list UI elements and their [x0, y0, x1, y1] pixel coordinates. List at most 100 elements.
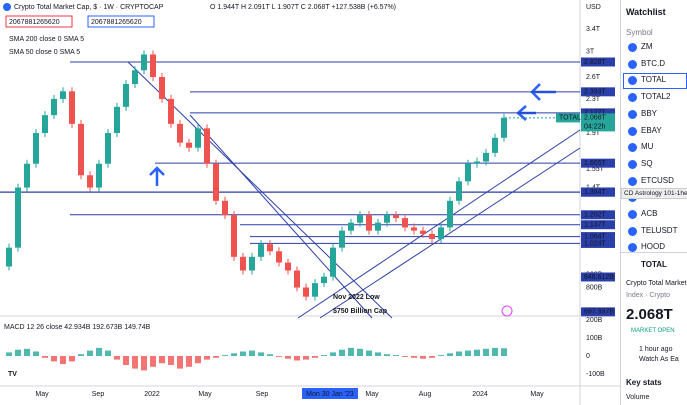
macd-tick-label: 200B — [586, 317, 603, 324]
price-tick-label: 1.55T — [586, 166, 605, 173]
candle — [402, 218, 408, 228]
candle — [438, 227, 444, 239]
macd-bar — [42, 356, 48, 358]
candle — [15, 187, 21, 248]
macd-bar — [132, 356, 138, 369]
candle — [375, 222, 381, 231]
macd-bar — [114, 356, 120, 360]
news-title: Watch As Ea — [639, 356, 679, 363]
symbol-row[interactable]: BBY — [641, 108, 658, 118]
symbol-icon — [628, 43, 637, 52]
macd-bar — [177, 356, 183, 369]
macd-bar — [60, 356, 66, 365]
macd-bar — [249, 350, 255, 356]
time-label: Aug — [419, 391, 432, 398]
volume: Volume — [626, 394, 650, 401]
macd-bar — [384, 354, 390, 356]
candle — [60, 91, 66, 99]
countdown: 04:22h — [584, 124, 606, 131]
symbol-row[interactable]: BTC.D — [641, 58, 665, 68]
macd-bar — [411, 356, 417, 358]
price-tick-label: 800B — [586, 284, 603, 291]
macd-tick-label: -100B — [586, 371, 605, 378]
symbol-row[interactable]: EBAY — [641, 125, 662, 135]
candle — [78, 123, 84, 176]
macd-bar — [492, 347, 498, 356]
detail-price: 2.068T — [626, 306, 673, 323]
symbol-icon — [628, 226, 637, 236]
candle — [231, 215, 237, 257]
macd-bar — [150, 356, 156, 367]
macd-bar — [195, 356, 201, 364]
chart-bg — [0, 0, 620, 405]
detail-category: Index · Crypto — [626, 292, 670, 299]
candle — [6, 247, 12, 267]
symbol-row[interactable]: HOOD — [641, 242, 665, 252]
price-tick-label: 2.3T — [586, 96, 601, 103]
macd-bar — [24, 348, 30, 356]
macd-bar — [141, 356, 147, 371]
price-tick-label: 1.9T — [586, 130, 601, 137]
indicator-label: SMA 200 close 0 SMA 5 — [9, 36, 84, 43]
detail-status: MARKET OPEN — [631, 328, 675, 334]
symbol-row[interactable]: TOTAL — [641, 75, 667, 85]
macd-bar — [438, 355, 444, 356]
macd-bar — [447, 353, 453, 356]
arrow — [149, 166, 165, 186]
candle — [24, 163, 30, 188]
candle — [474, 161, 480, 164]
macd-bar — [312, 356, 318, 358]
event-icon[interactable] — [501, 305, 513, 317]
symbol-icon — [628, 76, 637, 86]
candle — [456, 181, 462, 201]
key-stats: Key stats — [626, 378, 662, 387]
candle — [312, 283, 318, 297]
level-label: 697.997B — [584, 309, 614, 316]
candle — [420, 230, 426, 234]
candle — [186, 142, 192, 148]
candle — [483, 152, 489, 162]
candle — [177, 123, 183, 143]
candle — [348, 222, 354, 231]
time-label: May — [530, 391, 544, 398]
symbol-row[interactable]: TELUSDT — [641, 225, 678, 235]
macd-bar — [159, 356, 165, 364]
annotation: Nov 2022 Low — [333, 294, 380, 301]
macd-bar — [105, 350, 111, 356]
symbol-row[interactable]: MU — [641, 142, 654, 152]
input-box[interactable] — [87, 15, 155, 28]
detail-symbol: TOTAL — [641, 260, 667, 269]
candle — [204, 128, 210, 164]
candle — [330, 247, 336, 277]
symbol-row[interactable]: ACB — [641, 209, 658, 218]
level-box — [581, 108, 615, 118]
macd-bar — [87, 350, 93, 356]
panel-title: Watchlist — [626, 7, 666, 17]
level-label: 1.024T — [584, 240, 607, 247]
level-label: 848.612B — [584, 274, 614, 281]
currency: USD — [586, 4, 601, 11]
candle — [33, 133, 39, 164]
macd-bar — [321, 355, 327, 356]
time-highlight — [302, 388, 358, 399]
symbol-row[interactable]: ZM — [641, 42, 653, 51]
macd-bar — [33, 351, 39, 356]
time-label: 2024 — [472, 391, 488, 398]
input-box[interactable] — [5, 15, 73, 28]
macd-bar — [213, 356, 219, 358]
symbol-row[interactable]: SQ — [641, 158, 653, 168]
macd-bar — [51, 356, 57, 362]
candle — [393, 215, 399, 219]
time-label: May — [365, 391, 379, 398]
macd-bar — [474, 349, 480, 356]
candle — [222, 200, 228, 216]
candle — [195, 128, 201, 148]
macd-bar — [258, 352, 264, 356]
level-box — [581, 238, 615, 248]
candle — [51, 98, 57, 116]
candle — [213, 163, 219, 201]
macd-bar — [330, 352, 336, 356]
symbol-row[interactable]: ETCUSD — [641, 175, 674, 185]
price-tick-label: 2.6T — [586, 74, 601, 81]
symbol-row[interactable]: TOTAL2 — [641, 92, 671, 102]
